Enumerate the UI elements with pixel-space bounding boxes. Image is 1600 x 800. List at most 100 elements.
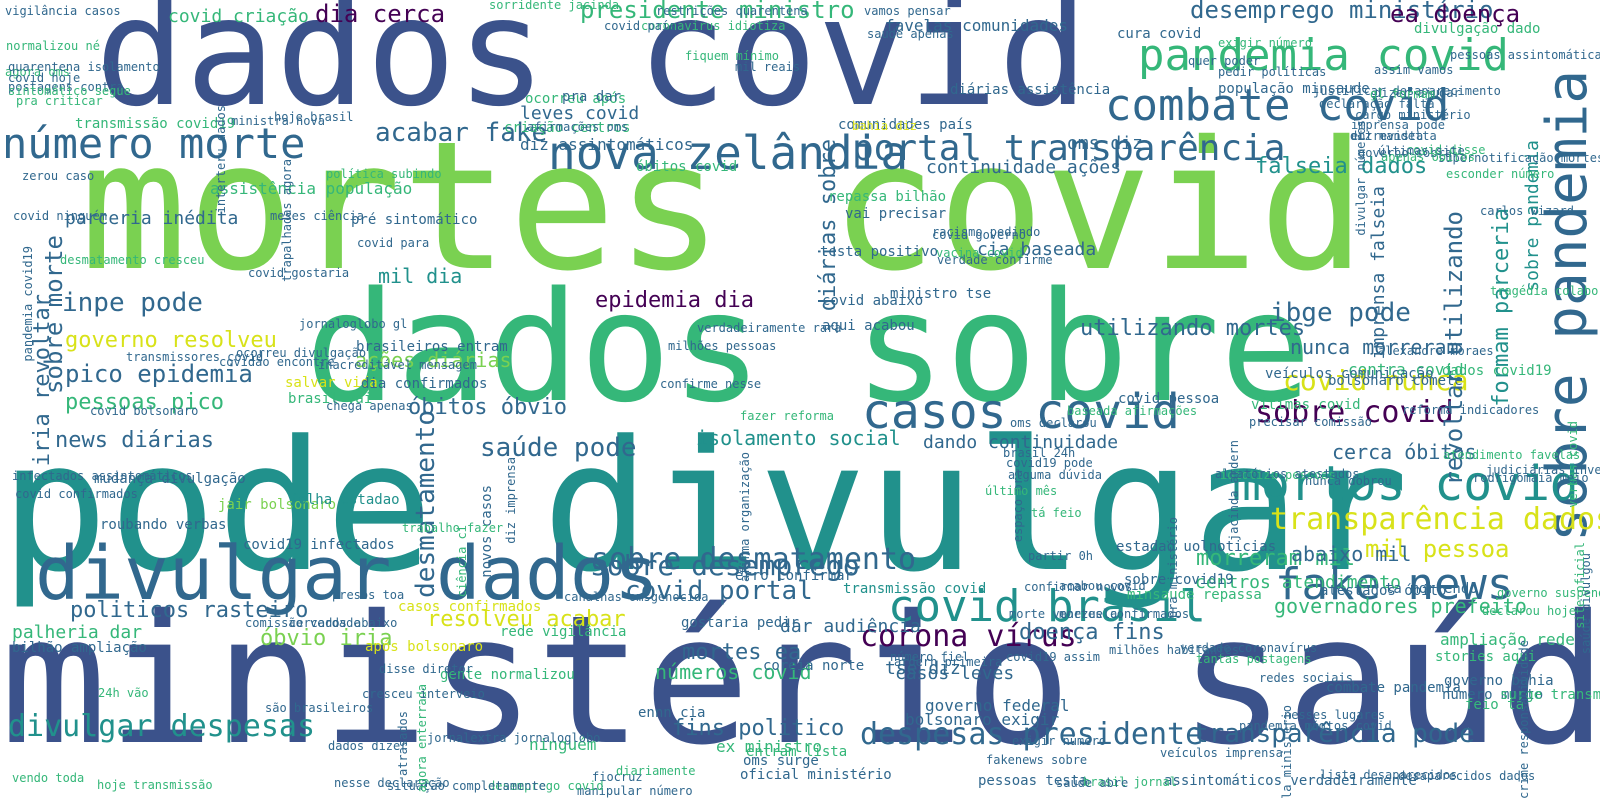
- word-transparencia-pode: transparência pode: [1193, 719, 1475, 749]
- word-tragedia-colaboracao: tragédia colaboração: [1490, 284, 1600, 298]
- word-brasil-vai: brasil vai: [288, 391, 373, 407]
- word-numero-morto: número morto: [1442, 687, 1544, 703]
- word-covid-pais: covid país: [604, 19, 677, 33]
- word-covid-hoje: covid hoje: [8, 71, 81, 85]
- word-nova-zelandia: nova zelândia: [548, 126, 909, 180]
- word-falseia-dados: falseia dados: [1255, 154, 1428, 179]
- word-governo-federal: governo federal: [925, 696, 1070, 715]
- word-quarentena-isolamento: quarentena isolamento: [8, 60, 160, 74]
- word-transmissao-covid: transmissão covid: [843, 581, 987, 597]
- word-lista-desaparecidos: lista desaparecidos: [1320, 768, 1458, 782]
- word-supernotificacao-mortes: supernotificação mortes: [1438, 151, 1600, 165]
- word-assistencia-populacao: assistência população: [210, 179, 413, 198]
- word-fins-politico: fins politico: [672, 716, 845, 741]
- word-crime-responsabilidade: crime responsabilidade: [1517, 640, 1531, 799]
- word-zerou-caso: zerou caso: [22, 169, 95, 183]
- word-populacao-minsaude: população minsaude: [1218, 81, 1370, 97]
- word-rede-vigilancia: rede vigilância: [500, 624, 627, 640]
- word-sobre-desmatamento: sobre desmatamento: [591, 542, 917, 577]
- word-ibge-pode: ibge pode: [1270, 298, 1411, 328]
- word-stories-aqui: stories aqui: [1435, 649, 1537, 665]
- word-transmissao-covid19: transmissão covid19: [75, 116, 236, 132]
- word-mortos-covid: mortos covid: [1305, 719, 1392, 733]
- word-divulgacao-dado: divulgação dado: [1414, 21, 1541, 37]
- word-roubando-verbas: roubando verbas: [100, 517, 227, 533]
- word-declarou-hoje: declarou hoje: [1482, 604, 1576, 618]
- word-alexandre-moraes: alexandre moraes: [1378, 344, 1494, 358]
- word-saude-pode: saúde pode: [480, 433, 637, 463]
- word-brasil-24h: brasil 24h: [1003, 446, 1076, 460]
- word-combate-pandemia: combate pandemia: [1326, 680, 1461, 696]
- word-coronavirus-idiotiza: coronavírus idiotiza: [641, 19, 786, 33]
- word-dia-cerca: dia cerca: [315, 0, 446, 28]
- word-alguma-duvida: alguma dúvida: [1008, 468, 1102, 482]
- word-apos-bolsonaro: após bolsonaro: [365, 639, 484, 655]
- word-casos-confirmados: casos confirmados: [398, 599, 542, 615]
- word-cura-covid: cura covid: [1117, 26, 1202, 42]
- word-minsaude-repassa: minsaude repassa: [1127, 587, 1262, 603]
- word-ta-feio: tá feio: [1031, 506, 1082, 520]
- word-milhoes-pessoas: milhões pessoas: [668, 339, 777, 353]
- word-estadao-uolnoticias: estadao uolnoticias: [1116, 539, 1277, 555]
- word-sintomatico-segue: sintomático segue: [8, 84, 131, 98]
- word-mortes-covid: mortes covid: [80, 103, 1366, 310]
- word-pessoas-testa: pessoas testa: [978, 773, 1088, 789]
- word-contra-covid: contra covid: [1348, 360, 1464, 379]
- word-nunca-morreram: nunca morreram: [1290, 335, 1459, 359]
- word-folha-estadao: folha estadao: [290, 492, 400, 508]
- word-numero-morte: número morte: [2, 119, 306, 168]
- word-covid-gostaria: covid gostaria: [248, 266, 350, 280]
- word-vacina-covid: vacina covid: [936, 246, 1023, 260]
- word-corona-virus: corona vírus: [860, 619, 1077, 654]
- word-transmissores-covid: transmissores covid: [126, 350, 264, 364]
- word-nesses-lugares: nesses lugares: [1284, 708, 1386, 722]
- word-governo-resolveu: governo resolveu: [65, 328, 277, 353]
- word-testa-positivo: testa positivo: [820, 244, 939, 260]
- word-diz-mandetta: diz mandetta: [1350, 129, 1437, 143]
- word-covid-nunca: covid nunca: [1283, 364, 1469, 397]
- word-infectados-assintomaticos: infectados assintomáticos: [12, 469, 193, 483]
- word-sobre-covid19: sobre covid19: [1124, 572, 1234, 588]
- word-jacinda-ardern: jacinda ardern: [1227, 440, 1241, 542]
- word-epidemia-dia: epidemia dia: [595, 288, 754, 313]
- word-pandemia-covid: pandemia covid: [1138, 30, 1509, 81]
- word-exigir-numero: exigir número: [1012, 734, 1106, 748]
- word-aqui-acabou: aqui acabou: [822, 318, 915, 334]
- word-afirma-organizacao: afirma organização: [738, 452, 752, 583]
- word-repassa-bilhao: repassa bilhão: [828, 189, 947, 205]
- word-trabalho-fazer: trabalho fazer: [402, 521, 504, 535]
- word-isolamento-social: isolamento social: [696, 426, 901, 450]
- word-desmatamento: desmatamento: [411, 410, 441, 598]
- word-mil-dia: mil dia: [378, 264, 463, 288]
- word-hoje-brasil: hoje brasil: [274, 110, 354, 124]
- word-gl-formam: gl formam: [1370, 87, 1436, 101]
- word-ministra-nova: ministra nova: [231, 114, 325, 128]
- word-pre-sintomatico: pré sintomático: [351, 212, 478, 228]
- word-pra-criticar: pra criticar: [16, 94, 103, 108]
- word-diz-imprensa: diz imprensa: [504, 457, 518, 544]
- word-verdade-confirme: verdade confirme: [937, 253, 1053, 267]
- word-presidente-ministro: presidente ministro: [580, 0, 855, 24]
- word-cerca-obitos: cerca óbitos: [1332, 440, 1477, 464]
- word-cercados-abaixo: cercados abaixo: [289, 616, 398, 630]
- word-precisar-comissao: precisar comissão: [1249, 415, 1372, 429]
- word-jair-bolsonaro: jair bolsonaro: [218, 497, 337, 513]
- word-feio-ta: feio tá: [1465, 697, 1525, 713]
- word-fakenews-sobre: fakenews sobre: [986, 753, 1088, 767]
- word-gente-normalizou: gente normalizou: [440, 667, 575, 683]
- word-coreia-norte: coreia norte: [763, 658, 865, 674]
- word-pode-divulgar: pode divulgar: [0, 403, 1409, 612]
- word-portal-transparencia: portal transparência: [852, 128, 1286, 169]
- word-desaparecidos-dados: desaparecidos dados: [1398, 769, 1536, 783]
- word-normalizou-ne: normalizou né: [6, 39, 100, 53]
- word-covid-governo: covid governo: [932, 228, 1026, 242]
- word-acoes-diarias: ações diárias: [355, 348, 512, 372]
- word-confirmar-novos: confirmar novos: [1024, 580, 1133, 594]
- word-mil-reais: mil reais: [735, 60, 801, 74]
- word-pico-epidemia: pico epidemia: [65, 360, 253, 388]
- word-covid-abaixo: covid abaixo: [822, 293, 924, 309]
- word-pra-dar: pra dar: [562, 89, 622, 105]
- word-situacao-completamente: situação completamente: [387, 779, 546, 793]
- word-ministerio-saude: ministério saúde: [0, 577, 1600, 784]
- word-ultimas-site: últimas site: [1378, 144, 1465, 158]
